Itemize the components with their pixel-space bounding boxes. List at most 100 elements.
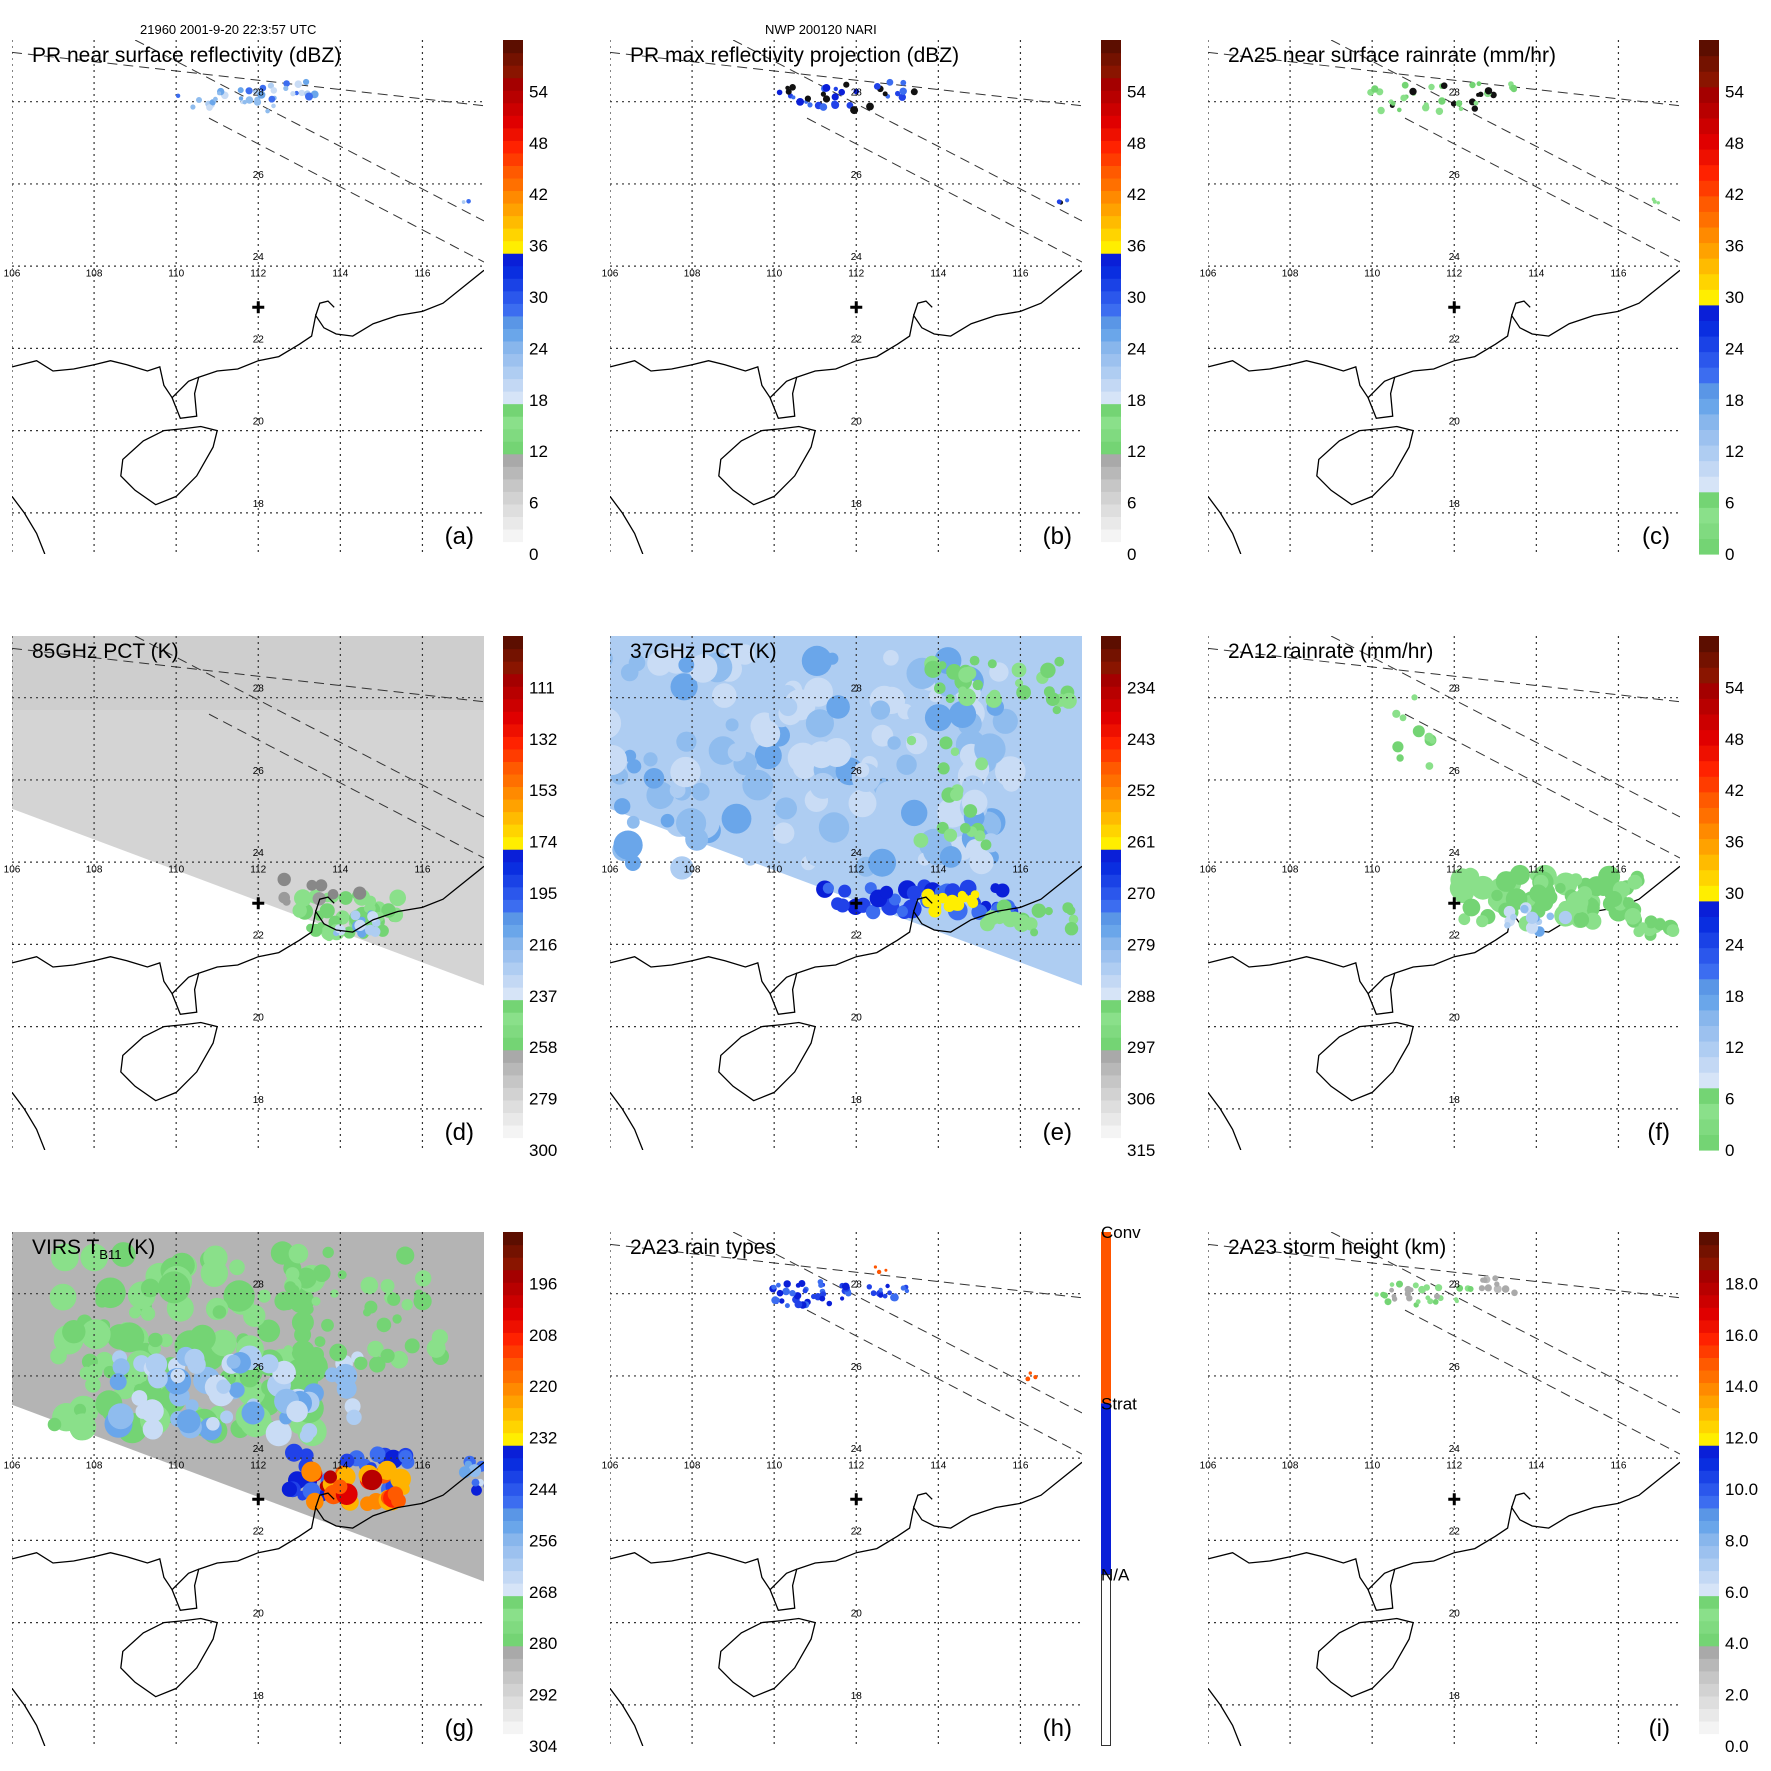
rain-cell [887, 1290, 892, 1296]
rain-cell [579, 699, 596, 716]
lat-tick-label: 26 [253, 766, 265, 777]
coastline [12, 496, 46, 554]
rain-cell [1404, 1285, 1412, 1294]
rain-cell [754, 742, 782, 770]
swath-edge-lower [806, 117, 1082, 263]
colorbar-step [1101, 849, 1121, 863]
colorbar-step [503, 686, 523, 700]
rain-cell [189, 1324, 216, 1352]
lat-tick-label: 24 [253, 252, 265, 263]
colorbar-step [1699, 1087, 1719, 1104]
lon-tick-label: 114 [332, 1460, 348, 1471]
rain-cell [776, 89, 783, 96]
rain-cell [848, 789, 877, 818]
lat-tick-label: 18 [1449, 1691, 1461, 1702]
colorbar-label: 0.0 [1725, 1737, 1749, 1756]
lat-tick-label: 22 [1449, 930, 1461, 941]
lat-tick-label: 20 [851, 1013, 863, 1024]
rain-cell [791, 95, 796, 100]
rain-cell [725, 718, 739, 732]
colorbar-label: 243 [1127, 730, 1155, 749]
colorbar-step [503, 961, 523, 976]
colorbar-step [503, 441, 523, 455]
colorbar-step [1699, 195, 1719, 212]
colorbar-step [1101, 228, 1121, 242]
colorbar-conv [1101, 1232, 1111, 1404]
rain-cell [257, 90, 266, 99]
colorbar-step [503, 1520, 523, 1534]
colorbar-step [1101, 1124, 1121, 1139]
rain-cell [882, 91, 888, 97]
rain-cell [1491, 889, 1503, 902]
rain-cell [1024, 917, 1038, 931]
colorbar-label: 6 [529, 494, 538, 513]
rain-cell [1384, 1298, 1392, 1306]
rain-cell [294, 90, 299, 96]
coastline [1208, 496, 1242, 554]
rain-cell [610, 745, 627, 775]
colorbar-step [1699, 1319, 1719, 1333]
rain-cell [1415, 1299, 1421, 1305]
rain-cell [1389, 1287, 1394, 1293]
rain-cell [753, 720, 781, 748]
rain-cell [294, 80, 303, 88]
colorbar-step [1699, 963, 1719, 980]
rain-cell [458, 1466, 471, 1479]
colorbar-label: 42 [1725, 781, 1744, 800]
rain-cell [140, 1306, 156, 1321]
rain-cell [200, 1259, 228, 1287]
rain-cell [158, 1271, 191, 1304]
colorbar-step [503, 516, 523, 530]
rain-cell [290, 91, 296, 97]
colorbar-step [503, 836, 523, 850]
colorbar-step [1699, 947, 1719, 964]
rain-cell [329, 1343, 348, 1362]
colorbar-label: 42 [1725, 185, 1744, 204]
rain-cell [818, 812, 850, 843]
rain-cell [776, 1289, 784, 1297]
colorbar-step [503, 1319, 523, 1333]
lat-tick-label: 22 [253, 930, 265, 941]
rain-cell [879, 885, 894, 899]
panel-title: 2A23 rain types [630, 1236, 776, 1259]
rain-cell [391, 1493, 406, 1509]
colorbar-step [1101, 987, 1121, 1001]
lat-tick-label: 20 [1449, 1013, 1461, 1024]
rain-cell [339, 1453, 355, 1469]
colorbar-label: 12 [1725, 442, 1744, 461]
rain-cell [1028, 1371, 1032, 1375]
lat-tick-label: 22 [851, 334, 863, 345]
panel-label: (i) [1649, 1715, 1670, 1742]
rain-cell [870, 1290, 877, 1297]
rain-cell [389, 889, 407, 907]
rain-cell [838, 88, 845, 96]
colorbar-step [1699, 538, 1719, 555]
lat-tick-label: 22 [253, 334, 265, 345]
colorbar-step [1699, 398, 1719, 415]
colorbar-label: 252 [1127, 781, 1155, 800]
rain-cell [103, 1365, 116, 1379]
colorbar-step [1101, 1099, 1121, 1113]
colorbar-label: 6 [1127, 494, 1136, 513]
rain-cell [270, 87, 278, 94]
colorbar-step [503, 1545, 523, 1559]
swath-edge-lower [208, 713, 484, 859]
coastline [769, 1568, 797, 1591]
colorbar-step [503, 1407, 523, 1421]
lat-tick-label: 22 [1449, 1526, 1461, 1537]
rain-cell [312, 1264, 331, 1282]
colorbar-label: 24 [1127, 339, 1146, 358]
lon-tick-label: 116 [1610, 864, 1626, 875]
rain-cell [819, 1295, 826, 1302]
rain-cell [995, 756, 1026, 787]
colorbar-step [503, 1282, 523, 1296]
lat-tick-label: 20 [851, 417, 863, 428]
lat-tick-label: 28 [851, 1280, 863, 1291]
rain-cell [972, 679, 983, 691]
rain-cell [135, 1404, 151, 1419]
colorbar-label: 54 [1725, 678, 1744, 697]
colorbar-step [1101, 874, 1121, 888]
colorbar-step [503, 1670, 523, 1684]
rain-cell [1412, 1282, 1419, 1289]
swath-edge-lower [1404, 117, 1680, 263]
